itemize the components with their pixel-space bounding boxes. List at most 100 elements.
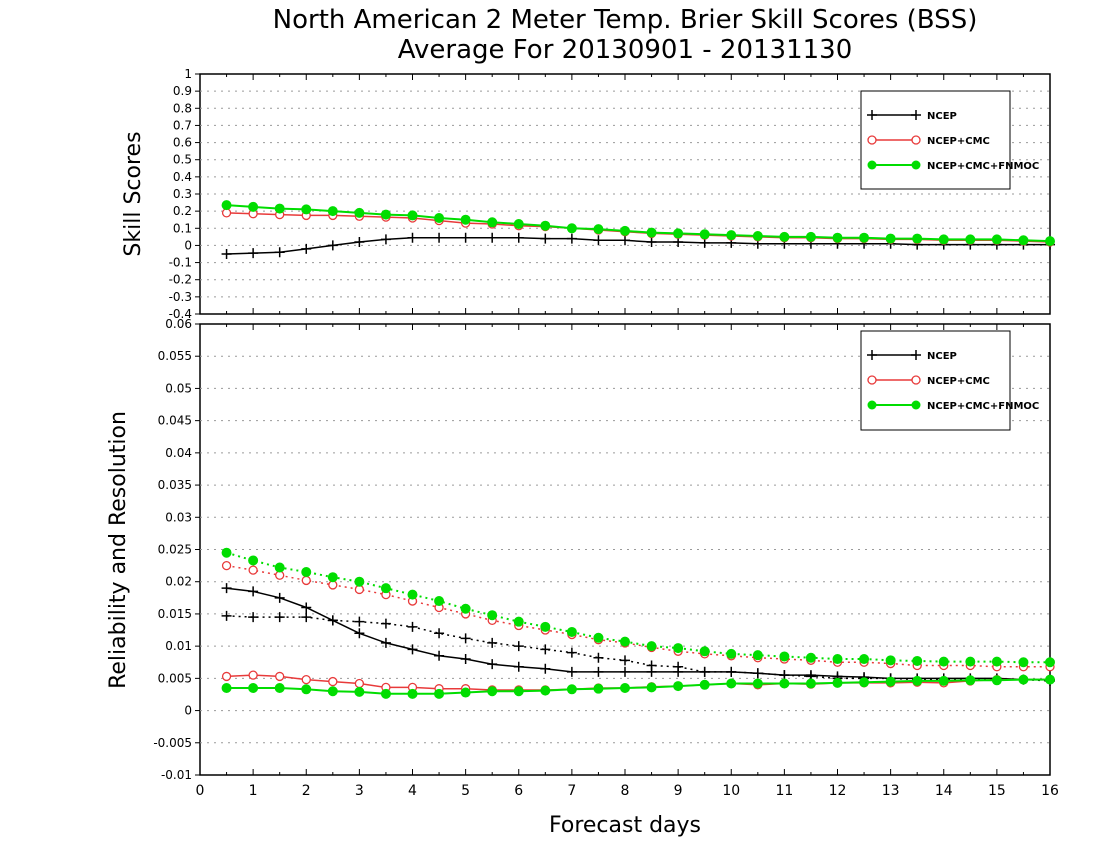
data-point [221, 560, 232, 571]
legend-item: NCEP+CMC [867, 375, 990, 387]
data-point [487, 217, 498, 228]
y-tick-label: 0.8 [173, 101, 192, 115]
x-tick-label: 1 [249, 783, 258, 799]
data-point [646, 237, 657, 247]
bottom-panel: -0.01 -0.005 0 0.005 0.01 0.015 0.02 0.025 0.03 0… [106, 317, 1059, 838]
x-tick-label: 2 [302, 783, 311, 799]
legend-label: NCEP+CMC [927, 136, 990, 147]
data-point [859, 654, 870, 665]
data-point [380, 583, 391, 594]
data-point [938, 675, 949, 686]
data-point [460, 603, 471, 614]
data-point [646, 227, 657, 238]
data-point [354, 237, 365, 247]
data-point [726, 648, 737, 659]
top-panel-y-axis-label: Skill Scores [121, 131, 146, 256]
data-point [620, 683, 630, 694]
x-tick-label: 14 [935, 783, 953, 799]
data-point [460, 232, 471, 243]
bottom-panel-y-axis-label: Reliability and Resolution [106, 411, 131, 689]
data-point [434, 688, 445, 699]
legend-label: NCEP+CMC+FNMOC [927, 161, 1039, 172]
series-ncep-cmc-dotted [221, 560, 1055, 672]
bottom-panel-series [221, 547, 1055, 699]
data-point [832, 677, 843, 688]
x-axis-label: Forecast days [549, 813, 701, 838]
data-point [593, 666, 604, 677]
data-point [221, 200, 232, 211]
y-tick-label: -0.2 [169, 273, 192, 287]
data-point [965, 234, 976, 245]
bottom-panel-y-ticks: -0.01 -0.005 0 0.005 0.01 0.015 0.02 0.025 0.03 0… [153, 317, 200, 782]
data-point [673, 228, 684, 239]
data-point [380, 209, 391, 220]
y-tick-label: 0.04 [165, 446, 192, 460]
data-point [460, 633, 471, 644]
data-point [221, 583, 232, 594]
data-point [1045, 674, 1055, 685]
data-point [327, 206, 338, 217]
data-point [1018, 235, 1029, 246]
data-point [938, 656, 949, 667]
data-point [221, 249, 232, 259]
series-ncep-cmc-fnmoc-dotted [221, 547, 1055, 668]
y-tick-label: -0.3 [169, 290, 192, 304]
y-tick-label: 1 [184, 67, 192, 81]
data-point [699, 646, 710, 657]
x-tick-label: 12 [829, 783, 847, 799]
series-line [226, 678, 1050, 695]
data-point [991, 234, 1002, 245]
series-ncep-cmc-solid [221, 670, 1055, 695]
data-point [301, 684, 312, 695]
data-point [912, 655, 923, 666]
series-ncep-solid [221, 583, 1055, 685]
data-point [221, 683, 232, 694]
data-point [328, 676, 338, 687]
data-point [699, 666, 710, 677]
data-point [566, 233, 577, 244]
data-point [885, 676, 896, 687]
chart-title-line2: Average For 20130901 - 20131130 [398, 35, 853, 65]
y-tick-label: 0.02 [165, 575, 192, 589]
x-tick-label: 9 [674, 783, 683, 799]
data-point [779, 678, 790, 689]
data-point [859, 232, 870, 243]
legend-marker [867, 400, 877, 410]
data-point [938, 234, 949, 245]
data-point [752, 650, 763, 661]
data-point [460, 214, 471, 225]
data-point [566, 666, 577, 677]
x-tick-label: 15 [988, 783, 1006, 799]
data-point [620, 666, 630, 677]
data-point [620, 636, 630, 647]
top-panel-legend: NCEP NCEP+CMC NCEP+CMC+FNMOC [860, 90, 1039, 190]
data-point [646, 682, 657, 693]
data-point [779, 651, 790, 662]
data-point [487, 610, 498, 621]
data-point [540, 644, 551, 655]
x-tick-label: 4 [408, 783, 417, 799]
y-tick-label: 0.045 [158, 414, 192, 428]
data-point [513, 219, 524, 229]
data-point [434, 213, 445, 223]
x-tick-label: 3 [355, 783, 364, 799]
data-point [487, 637, 498, 648]
data-point [380, 234, 391, 245]
data-point [275, 671, 285, 682]
data-point [248, 670, 258, 680]
legend-label: NCEP [927, 111, 957, 122]
data-point [832, 232, 843, 243]
data-point [832, 654, 843, 665]
data-point [540, 621, 551, 632]
data-point [434, 596, 445, 607]
data-point [301, 602, 312, 613]
data-point [513, 686, 524, 697]
data-point [620, 225, 630, 236]
data-point [805, 652, 816, 663]
y-tick-label: 0.1 [173, 221, 192, 235]
data-point [1045, 236, 1055, 247]
y-tick-label: 0.4 [173, 170, 192, 184]
data-point [566, 647, 577, 658]
data-point [301, 243, 312, 254]
data-point [327, 240, 338, 251]
